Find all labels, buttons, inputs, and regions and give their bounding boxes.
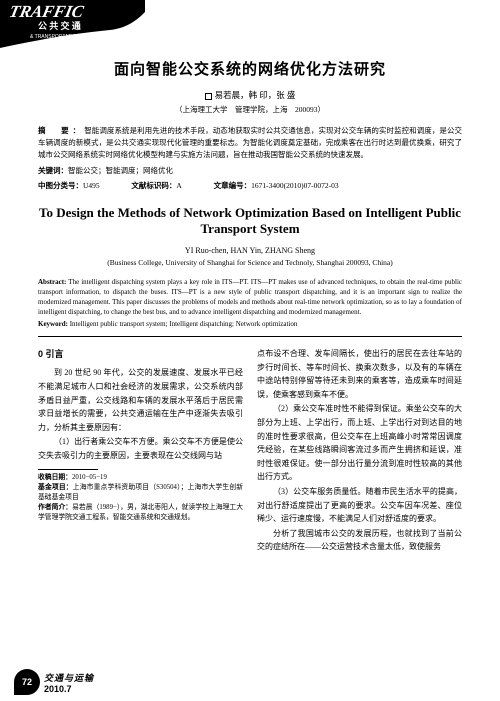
affiliation-english: (Business College, University of Shangha…: [38, 258, 462, 267]
divider: [38, 336, 462, 337]
affiliation-chinese: （上海理工大学 管理学院，上海 200093）: [38, 104, 462, 115]
footnote-rule: [38, 469, 98, 470]
keywords-cn-text: 智能公交；智能调度；网络优化: [68, 166, 173, 175]
keywords-en-label: Keyword:: [38, 320, 68, 328]
keywords-english: Keyword: Intelligent public transport sy…: [38, 320, 462, 328]
body-columns: 0 引言 到 20 世纪 90 年代，公交的发展速度、发展水平已经不能满足城市人…: [38, 347, 462, 555]
title-english: To Design the Methods of Network Optimiz…: [38, 205, 462, 238]
col2-para-2: （2）乘公交车准时性不能得到保证。乘坐公交车的大部分为上班、上学出行，而上班、上…: [257, 402, 462, 484]
col2-para-4: 分析了我国城市公交的发展历程，也就找到了当前公交的症结所在——公交运营技术含量太…: [257, 527, 462, 554]
authors-cn-text: 易若晨，韩 印，张 盛: [215, 90, 296, 100]
svg-text:& TRANSPORTATION: & TRANSPORTATION: [30, 34, 80, 40]
authors-english: YI Ruo-chen, HAN Yin, ZHANG Sheng: [38, 246, 462, 255]
abstract-chinese: 摘 要：智能调度系统是利用先进的技术手段，动态地获取实时公共交通信息，实现对公交…: [38, 125, 462, 161]
keywords-chinese: 关键词：智能公交；智能调度；网络优化: [38, 165, 462, 176]
abstract-en-label: Abstract:: [38, 278, 66, 286]
fn-fund-label: 基金项目：: [38, 484, 73, 491]
authors-chinese: 易若晨，韩 印，张 盛: [38, 89, 462, 101]
fn-author-label: 作者简介：: [38, 504, 72, 511]
abstract-english: Abstract: The intelligent dispatching sy…: [38, 277, 462, 318]
col2-para-1: 点布设不合理、发车间隔长，使出行的居民在去往车站的步行时间长、等车时间长、换乘次…: [257, 347, 462, 401]
footnote-block: 收稿日期：2010−05−19 基金项目：上海市重点学科资助项目（S30504）…: [38, 473, 243, 524]
abstract-cn-text: 智能调度系统是利用先进的技术手段，动态地获取实时公共交通信息，实现对公交车辆的实…: [38, 126, 462, 159]
page-number-badge: 72: [14, 669, 40, 695]
fn-date: 2010−05−19: [72, 474, 107, 481]
artno-val: 1671-3400(2010)07-0072-03: [251, 181, 339, 190]
abstract-en-text: The intelligent dispatching system plays…: [38, 278, 462, 316]
keywords-en-text: Intelligent public transport system; Int…: [68, 320, 297, 328]
journal-banner: TRAFFIC 公 共 交 通 & TRANSPORTATION: [0, 0, 145, 48]
doccode-label: 文献标识码：: [131, 181, 176, 190]
abstract-cn-label: 摘 要：: [38, 126, 84, 135]
fn-date-label: 收稿日期：: [38, 474, 72, 481]
svg-text:公 共 交 通: 公 共 交 通: [38, 20, 81, 31]
keywords-cn-label: 关键词：: [38, 166, 68, 175]
title-chinese: 面向智能公交系统的网络优化方法研究: [38, 58, 462, 79]
author-marker-box: [205, 93, 212, 100]
class-val: U495: [83, 181, 100, 190]
section-0-heading: 0 引言: [38, 347, 243, 362]
class-label: 中图分类号：: [38, 181, 83, 190]
doccode-val: A: [176, 181, 181, 190]
page-footer: 72 交通与运输 2010.7: [14, 669, 94, 695]
footer-text: 交通与运输 2010.7: [44, 671, 94, 694]
col1-para-1: 到 20 世纪 90 年代，公交的发展速度、发展水平已经不能满足城市人口和社会经…: [38, 366, 243, 434]
col2-para-3: （3）公交车服务质量低。随着市民生活水平的提高，对出行舒适度提出了更高的要求。公…: [257, 485, 462, 526]
col1-para-2: （1）出行者乘公交车不方便。乘公交车不方便是使公交失去吸引力的主要原因，主要表现…: [38, 435, 243, 462]
column-left: 0 引言 到 20 世纪 90 年代，公交的发展速度、发展水平已经不能满足城市人…: [38, 347, 243, 555]
svg-text:TRAFFIC: TRAFFIC: [8, 2, 86, 21]
journal-name-cn: 交通与运输: [44, 671, 94, 684]
artno-label: 文章编号：: [214, 181, 252, 190]
column-right: 点布设不合理、发车间隔长，使出行的居民在去往车站的步行时间长、等车时间长、换乘次…: [257, 347, 462, 555]
issue-date: 2010.7: [44, 684, 94, 694]
classification-line: 中图分类号：U495 文献标识码：A 文章编号：1671-3400(2010)0…: [38, 180, 462, 191]
